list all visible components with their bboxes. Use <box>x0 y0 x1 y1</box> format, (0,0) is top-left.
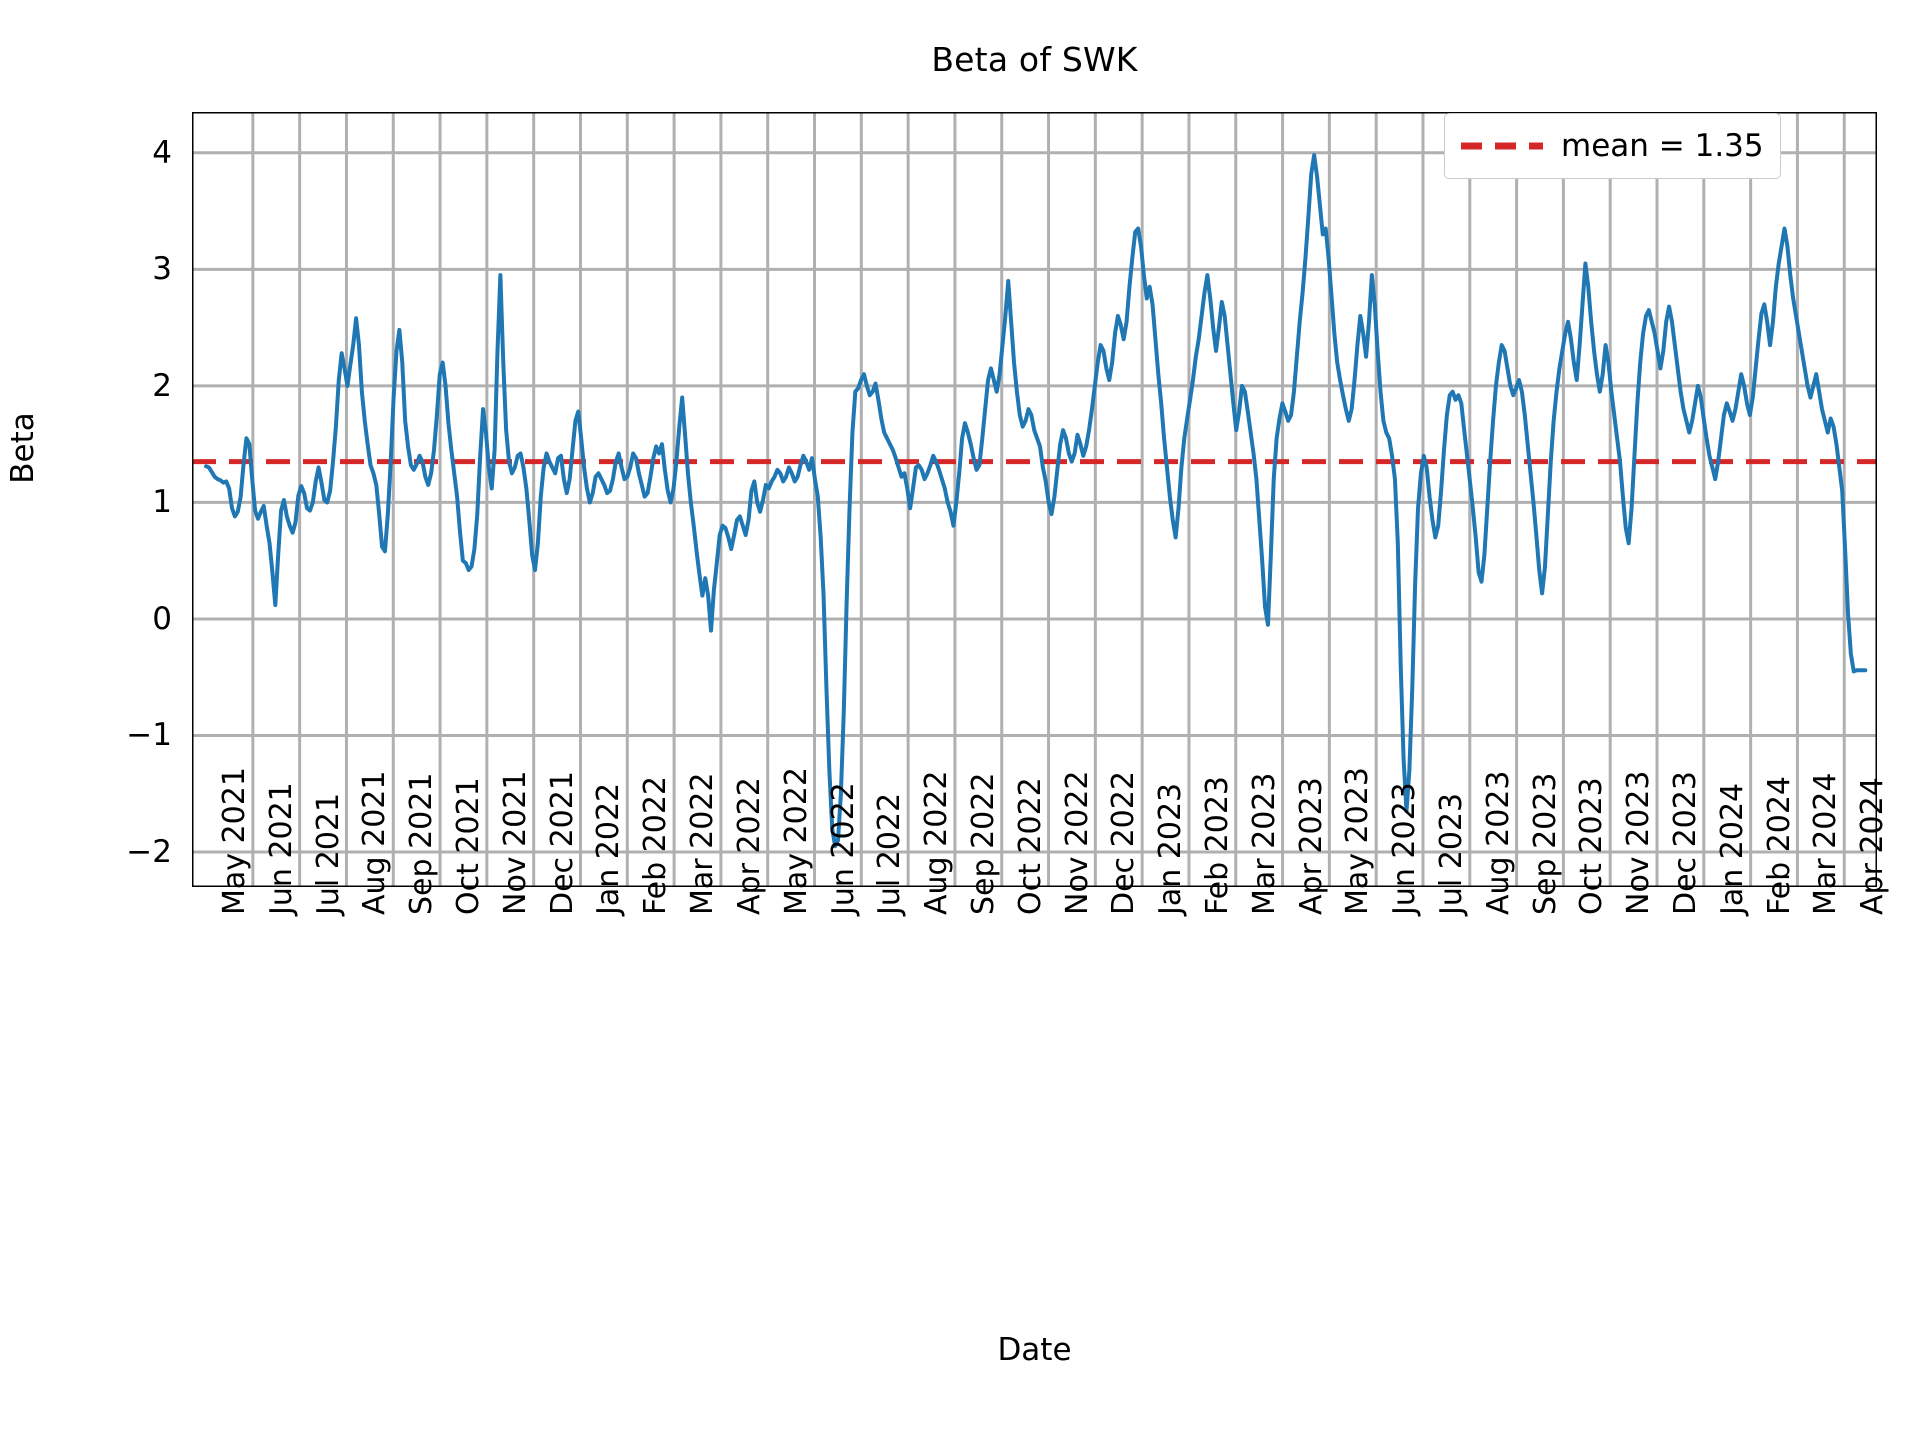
x-tick-label: Feb 2023 <box>1199 776 1235 915</box>
beta-series-line <box>204 153 1868 849</box>
x-tick-label: Oct 2021 <box>451 777 487 915</box>
y-tick-label: 4 <box>152 134 172 171</box>
x-tick-label: May 2021 <box>217 767 253 915</box>
x-tick-label: Sep 2022 <box>965 772 1001 915</box>
y-tick-label: 1 <box>152 484 172 521</box>
plot-background <box>192 112 1877 887</box>
chart-legend: mean = 1.35 <box>1444 113 1781 179</box>
x-tick-label: Mar 2022 <box>685 772 721 916</box>
x-tick-label: Dec 2021 <box>544 771 580 915</box>
x-tick-label: Oct 2023 <box>1574 777 1610 915</box>
x-tick-label: Jul 2021 <box>310 792 346 915</box>
x-tick-label: Nov 2023 <box>1621 770 1657 915</box>
x-tick-label: Apr 2022 <box>731 777 767 915</box>
plot-border <box>192 112 1877 887</box>
x-tick-label: Jun 2022 <box>825 782 861 915</box>
x-axis-ticks: May 2021 Jun 2021 Jul 2021 Aug 2021 Sep 2021… <box>192 767 1890 915</box>
x-tick-label: Jul 2023 <box>1433 792 1469 915</box>
x-tick-label: Aug 2023 <box>1480 770 1516 915</box>
x-tick-label: Mar 2023 <box>1246 772 1282 916</box>
x-tick-label: Feb 2022 <box>638 776 674 915</box>
mean-line-swatch <box>1461 142 1543 150</box>
legend-label-mean: mean = 1.35 <box>1561 128 1764 164</box>
x-tick-label: Feb 2024 <box>1761 776 1797 915</box>
beta-line-chart <box>192 112 1877 887</box>
y-tick-label: 2 <box>152 367 172 404</box>
x-tick-label: Dec 2022 <box>1106 771 1142 915</box>
x-tick-label: Sep 2023 <box>1527 772 1563 915</box>
chart-title: Beta of SWK <box>931 40 1138 79</box>
x-tick-label: Dec 2023 <box>1668 771 1703 915</box>
x-tick-label: Aug 2022 <box>919 770 955 915</box>
plot-area <box>192 112 1877 887</box>
x-tick-label: Mar 2024 <box>1808 772 1844 916</box>
x-tick-label: Nov 2022 <box>1059 770 1095 915</box>
x-tick-label: Jun 2023 <box>1387 782 1423 915</box>
x-tick-label: Apr 2023 <box>1293 777 1329 915</box>
x-tick-label: Jan 2023 <box>1153 782 1189 915</box>
x-tick-label: Jul 2022 <box>872 792 908 915</box>
x-tick-label: Nov 2021 <box>497 770 533 915</box>
y-tick-label: 0 <box>152 600 172 637</box>
x-tick-label: Jan 2022 <box>591 782 627 915</box>
x-tick-label: Jan 2024 <box>1714 782 1750 915</box>
y-tick-label: −1 <box>126 717 172 754</box>
x-tick-label: May 2022 <box>778 767 814 915</box>
y-tick-label: −2 <box>126 834 172 871</box>
x-tick-label: Apr 2024 <box>1855 777 1891 915</box>
x-tick-label: Sep 2021 <box>404 772 440 915</box>
x-axis-label: Date <box>997 1332 1072 1368</box>
y-axis-ticks: 4 3 2 1 0 −1 −2 <box>0 112 172 887</box>
x-tick-label: Oct 2022 <box>1012 777 1048 915</box>
x-tick-label: May 2023 <box>1340 767 1376 915</box>
x-tick-label: Aug 2021 <box>357 770 393 915</box>
x-tick-label: Jun 2021 <box>263 782 299 915</box>
y-tick-label: 3 <box>152 251 172 288</box>
